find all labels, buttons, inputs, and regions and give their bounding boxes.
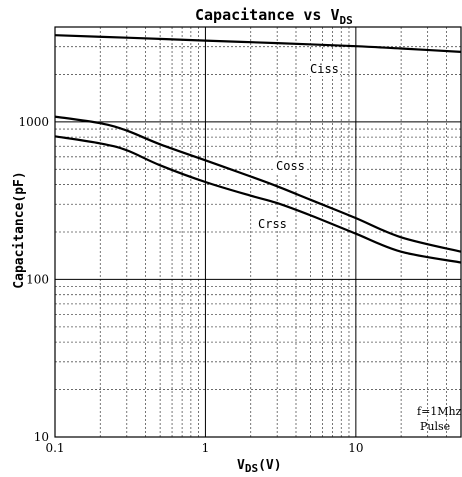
series-label-crss: Crss: [258, 217, 287, 231]
series-label-bg: [308, 62, 340, 76]
annotation-pulse: Pulse: [420, 420, 450, 433]
y-axis-label: Capacitance(pF): [12, 171, 27, 288]
y-tick-label: 100: [26, 272, 49, 286]
series-line-crss: [54, 135, 462, 264]
series-label-bg: [256, 217, 288, 231]
y-tick-label: 1000: [18, 115, 49, 129]
x-axis-label: VDS(V): [237, 458, 282, 475]
plot-frame: [54, 26, 462, 438]
chart-title: Capacitance vs VDS: [195, 6, 353, 27]
tick-labels: 0.1 1 10 10 100 1000: [18, 115, 363, 455]
series-line-coss: [54, 115, 462, 253]
x-tick-label: 0.1: [45, 441, 64, 455]
series-line-ciss: [54, 34, 462, 53]
series-label-bg: [274, 159, 306, 173]
series-label-coss: Coss: [276, 159, 305, 173]
y-tick-label: 10: [34, 430, 49, 444]
annotation-frequency: f=1Mhz: [417, 405, 462, 418]
series-group: [54, 34, 462, 264]
series-labels: Ciss Coss Crss: [256, 62, 340, 231]
series-label-ciss: Ciss: [310, 62, 339, 76]
grid: [54, 26, 462, 438]
x-tick-label: 1: [202, 441, 210, 455]
x-tick-label: 10: [348, 441, 363, 455]
